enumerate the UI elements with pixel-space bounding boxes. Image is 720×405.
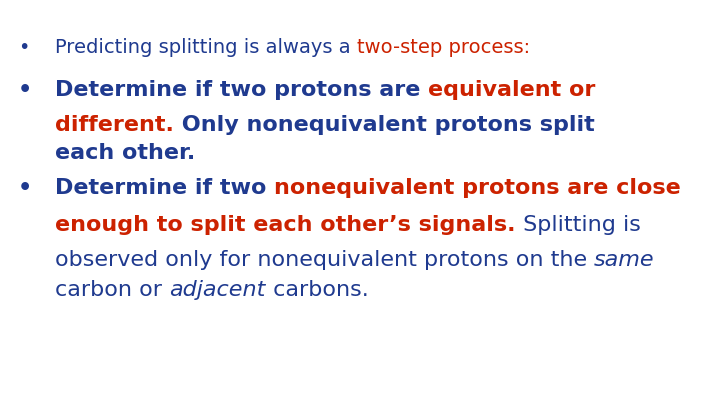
Text: Only nonequivalent protons split: Only nonequivalent protons split (174, 115, 595, 135)
Text: carbons.: carbons. (266, 280, 368, 300)
Text: different.: different. (55, 115, 174, 135)
Text: each other.: each other. (55, 143, 195, 163)
Text: Determine if two protons are: Determine if two protons are (55, 80, 428, 100)
Text: Splitting is: Splitting is (516, 215, 640, 235)
Text: nonequivalent protons are close: nonequivalent protons are close (274, 178, 681, 198)
Text: same: same (594, 250, 655, 270)
Text: •: • (18, 80, 32, 100)
Text: observed only for nonequivalent protons on the: observed only for nonequivalent protons … (55, 250, 594, 270)
Text: •: • (18, 178, 32, 198)
Text: Determine if two: Determine if two (55, 178, 274, 198)
Text: enough to split each other’s signals.: enough to split each other’s signals. (55, 215, 516, 235)
Text: two-step process:: two-step process: (357, 38, 530, 57)
Text: •: • (18, 38, 30, 57)
Text: adjacent: adjacent (169, 280, 266, 300)
Text: equivalent or: equivalent or (428, 80, 595, 100)
Text: Predicting splitting is always a: Predicting splitting is always a (55, 38, 357, 57)
Text: carbon or: carbon or (55, 280, 169, 300)
